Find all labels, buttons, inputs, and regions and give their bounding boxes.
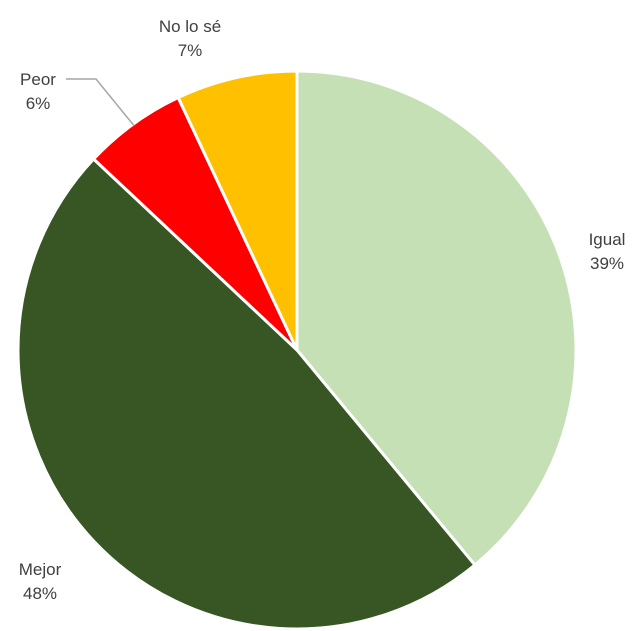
slice-value-no-lo-se: 7% [178,41,203,60]
pie-slice-igual [295,69,578,567]
pie-slice-no-lo-se [176,69,299,352]
leader-lines-layer [66,78,135,127]
slice-label-no-lo-se: No lo sé [159,17,221,36]
slice-value-peor: 6% [26,94,51,113]
leader-line-peor [66,78,135,127]
slice-label-peor: Peor [20,70,56,89]
slice-value-mejor: 48% [23,584,57,603]
slice-label-igual: Igual [589,230,626,249]
labels-layer: Igual 39% Mejor 48% Peor 6% No lo sé 7% [19,17,626,603]
pie-slice-mejor [16,157,477,631]
slices-layer [16,69,578,631]
slice-label-mejor: Mejor [19,560,62,579]
slice-value-igual: 39% [590,254,624,273]
